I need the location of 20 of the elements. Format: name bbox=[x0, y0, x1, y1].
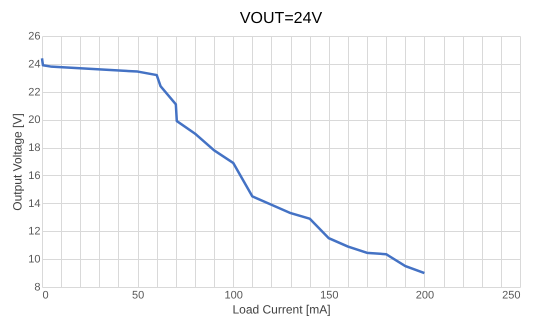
y-tick-label: 8 bbox=[34, 282, 40, 294]
y-tick-label: 22 bbox=[28, 86, 40, 98]
y-tick-label: 20 bbox=[28, 114, 40, 126]
x-tick-label: 100 bbox=[224, 290, 243, 302]
y-tick-label: 24 bbox=[28, 58, 40, 70]
y-tick-label: 16 bbox=[28, 170, 40, 182]
y-tick-label: 12 bbox=[28, 226, 40, 238]
x-tick-label: 150 bbox=[320, 290, 338, 302]
chart-title: VOUT=24V bbox=[240, 10, 322, 27]
line-series bbox=[40, 57, 426, 274]
x-tick-label: 250 bbox=[502, 290, 520, 302]
y-tick-label: 18 bbox=[28, 142, 40, 154]
y-tick-label: 14 bbox=[28, 198, 40, 210]
x-tick-label: 50 bbox=[132, 290, 144, 302]
y-tick-label: 26 bbox=[28, 30, 40, 42]
x-tick-label: 200 bbox=[416, 290, 434, 302]
x-axis-title: Load Current [mA] bbox=[232, 302, 331, 316]
y-tick-label: 10 bbox=[28, 254, 40, 266]
y-axis-title: Output Voltage [V] bbox=[10, 113, 24, 211]
x-tick-label: 0 bbox=[42, 290, 49, 302]
